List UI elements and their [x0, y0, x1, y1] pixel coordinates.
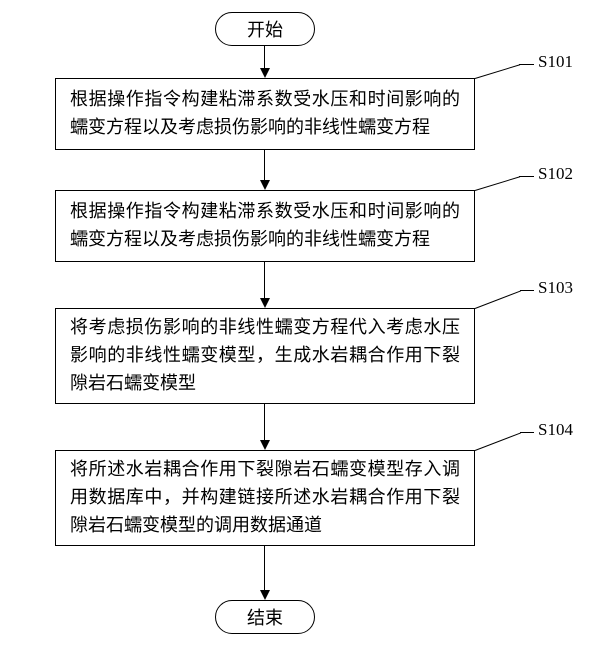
start-text: 开始: [247, 16, 283, 42]
lead-s102-h: [519, 176, 534, 177]
label-s104: S104: [538, 420, 573, 440]
label-s102: S102: [538, 164, 573, 184]
process-s104: 将所述水岩耦合作用下裂隙岩石蠕变模型存入调用数据库中，并构建链接所述水岩耦合作用…: [55, 450, 475, 546]
process-s103-text: 将考虑损伤影响的非线性蠕变方程代入考虑水压影响的非线性蠕变模型，生成水岩耦合作用…: [70, 314, 460, 398]
arrow-5-head: [260, 590, 270, 600]
end-text: 结束: [247, 604, 283, 630]
end-node: 结束: [215, 600, 315, 634]
arrow-2-head: [260, 180, 270, 190]
label-s103-text: S103: [538, 278, 573, 297]
flowchart-canvas: { "style": { "background_color": "#fffff…: [0, 0, 594, 659]
label-s101: S101: [538, 52, 573, 72]
label-s102-text: S102: [538, 164, 573, 183]
arrow-4-head: [260, 440, 270, 450]
arrow-5-line: [264, 546, 265, 590]
lead-s104-diag: [475, 432, 521, 450]
process-s101: 根据操作指令构建粘滞系数受水压和时间影响的蠕变方程以及考虑损伤影响的非线性蠕变方…: [55, 78, 475, 150]
label-s103: S103: [538, 278, 573, 298]
arrow-3-head: [260, 298, 270, 308]
start-node: 开始: [215, 12, 315, 46]
lead-s101-h: [519, 64, 534, 65]
arrow-4-line: [264, 404, 265, 440]
label-s104-text: S104: [538, 420, 573, 439]
lead-s103-h: [520, 290, 534, 291]
lead-s104-h: [520, 432, 534, 433]
lead-s101-diag: [475, 64, 520, 79]
process-s103: 将考虑损伤影响的非线性蠕变方程代入考虑水压影响的非线性蠕变模型，生成水岩耦合作用…: [55, 308, 475, 404]
process-s104-text: 将所述水岩耦合作用下裂隙岩石蠕变模型存入调用数据库中，并构建链接所述水岩耦合作用…: [70, 456, 460, 540]
lead-s103-diag: [475, 290, 521, 308]
label-s101-text: S101: [538, 52, 573, 71]
arrow-1-head: [260, 68, 270, 78]
process-s102-text: 根据操作指令构建粘滞系数受水压和时间影响的蠕变方程以及考虑损伤影响的非线性蠕变方…: [70, 198, 460, 254]
arrow-1-line: [264, 46, 265, 68]
arrow-2-line: [264, 150, 265, 180]
arrow-3-line: [264, 262, 265, 298]
process-s101-text: 根据操作指令构建粘滞系数受水压和时间影响的蠕变方程以及考虑损伤影响的非线性蠕变方…: [70, 86, 460, 142]
lead-s102-diag: [475, 176, 520, 191]
process-s102: 根据操作指令构建粘滞系数受水压和时间影响的蠕变方程以及考虑损伤影响的非线性蠕变方…: [55, 190, 475, 262]
